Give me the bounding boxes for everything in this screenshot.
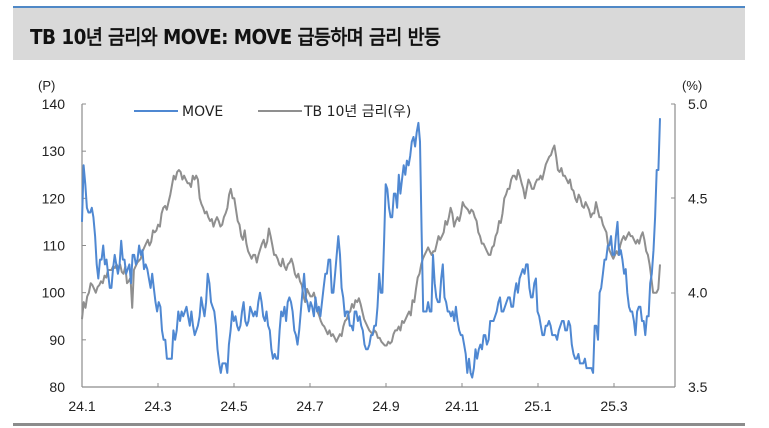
right-axis-tick-label: 3.5: [688, 379, 708, 395]
x-axis-tick-label: 24.3: [144, 398, 171, 414]
chart-title: TB 10년 금리와 MOVE: MOVE 급등하며 금리 반등: [30, 25, 441, 49]
x-axis-tick-label: 25.1: [524, 398, 551, 414]
right-axis: [671, 103, 676, 387]
left-axis-unit: (P): [38, 78, 55, 93]
chart-title-bar: TB 10년 금리와 MOVE: MOVE 급등하며 금리 반등: [13, 6, 745, 60]
bottom-divider: [13, 423, 745, 426]
left-axis-tick-label: 130: [42, 143, 66, 159]
legend-tb-label: TB 10년 금리(우): [303, 104, 411, 120]
right-axis-ticks: 5.0 4.5 4.0 3.5: [688, 96, 708, 395]
right-axis-unit: (%): [682, 78, 702, 93]
left-axis-tick-label: 100: [42, 285, 66, 301]
right-axis-tick-label: 4.0: [688, 285, 708, 301]
x-axis-tick-label: 24.11: [445, 398, 479, 414]
left-axis-tick-label: 140: [42, 96, 66, 112]
x-axis-ticks: 24.1 24.3 24.5 24.7 24.9 24.11 25.1 25.3: [68, 383, 628, 414]
legend-move-label: MOVE: [182, 104, 223, 120]
left-axis-tick-label: 110: [43, 238, 66, 254]
left-axis-tick-label: 90: [49, 332, 65, 348]
x-axis-tick-label: 24.9: [372, 398, 399, 414]
x-axis-tick-label: 25.3: [600, 398, 627, 414]
x-axis-tick-label: 24.5: [220, 398, 247, 414]
right-axis-tick-label: 4.5: [688, 190, 708, 206]
tb10y-series-line: [81, 144, 661, 347]
x-axis-tick-label: 24.7: [296, 398, 323, 414]
left-axis-tick-label: 120: [42, 190, 66, 206]
left-axis-ticks: 140 130 120 110 100 90 80: [42, 96, 86, 395]
x-axis-tick-label: 24.1: [68, 398, 95, 414]
legend: MOVE TB 10년 금리(우): [134, 104, 411, 120]
move-series-line: [81, 118, 661, 379]
right-axis-tick-label: 5.0: [688, 96, 708, 112]
left-axis-tick-label: 80: [49, 379, 65, 395]
